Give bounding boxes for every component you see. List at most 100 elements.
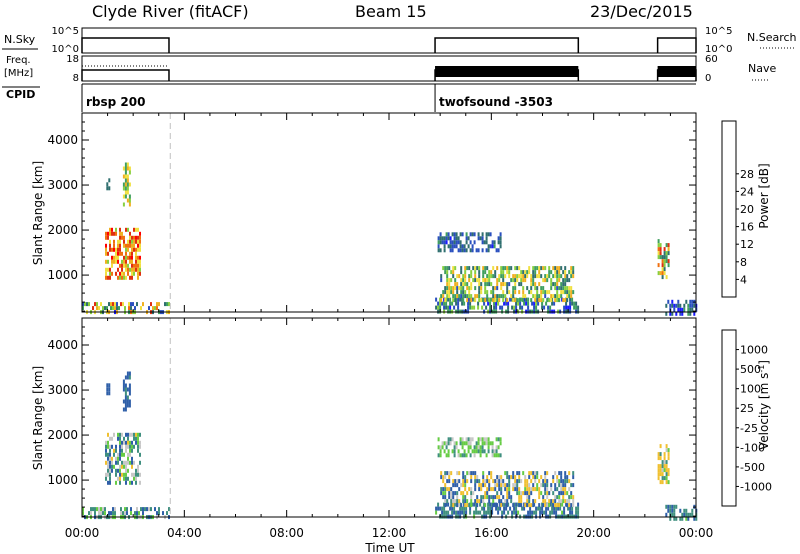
power-cell [536,286,539,291]
velocity-cell [457,453,460,458]
velocity-cell [444,471,447,476]
power-cell [137,235,139,240]
power-cell [129,251,131,256]
power-cell [133,227,135,232]
velocity-cell [113,464,115,469]
velocity-cell [455,441,458,446]
velocity-cell [496,491,499,496]
power-cell [447,232,450,237]
velocity-cell [502,483,505,488]
power-cell [689,311,692,316]
velocity-cell [450,491,453,496]
power-cell [564,266,567,271]
power-cell [473,297,476,302]
power-cell [493,244,496,249]
power-cell [139,263,141,268]
velocity-cell [657,468,660,473]
velocity-cell [526,491,529,496]
power-cell [478,270,481,275]
power-cell [125,247,127,252]
power-cell [479,236,482,241]
power-cell [484,270,487,275]
power-cell [501,305,504,310]
velocity-cell [566,479,569,484]
power-cell [142,302,144,307]
power-cell [489,301,492,306]
velocity-cell [544,503,547,508]
velocity-cell [528,499,531,504]
velocity-cell [508,491,511,496]
velocity-cell [452,499,455,504]
time-axis: 00:00 04:00 08:00 12:00 16:00 20:00 00:00 [65,526,714,540]
velocity-cell [470,475,473,480]
velocity-cell [461,510,464,515]
velocity-cell [512,475,515,480]
power-cell [115,227,117,232]
velocity-cell [665,448,668,453]
power-cell [525,301,528,306]
velocity-cell [124,511,126,516]
power-cell [454,278,457,283]
velocity-cell [448,471,451,476]
velocity-cell [123,436,125,441]
velocity-cell [139,480,141,485]
power-cell [663,255,666,260]
velocity-cell [133,476,135,481]
power-cell [665,251,668,256]
velocity-cell [548,503,551,508]
power-cell [685,299,688,304]
power-cell [462,278,465,283]
power-cell [123,271,125,276]
power-cell [468,290,471,295]
power-cell [535,305,538,310]
power-cell [508,270,511,275]
power-cell [544,290,547,295]
power-cell [448,294,451,299]
velocity-cell [508,495,511,500]
velocity-cell [114,507,116,512]
power-cell [126,174,129,179]
velocity-cell [564,475,567,480]
power-cell [486,274,489,279]
velocity-cell [564,487,567,492]
power-cell [117,251,119,256]
freq-tick-top: 18 [66,54,79,65]
velocity-cell [128,371,131,376]
power-cell [113,259,115,264]
velocity-cell [137,432,139,437]
power-cell [446,274,449,279]
velocity-cell [671,508,674,513]
velocity-cell [510,495,513,500]
power-cell [454,298,457,303]
power-cell [86,302,88,307]
power-cell [512,294,515,299]
power-cell [558,270,561,275]
velocity-cell [115,444,117,449]
power-cell [657,243,660,248]
velocity-cell [126,403,129,408]
power-cell [122,194,125,199]
velocity-cell [467,441,470,446]
velocity-cell [532,475,535,480]
velocity-cell [521,506,524,511]
power-cell [131,255,133,260]
velocity-cell [461,437,464,442]
power-cell [510,278,513,283]
power-cell [556,298,559,303]
power-cell [457,301,460,306]
velocity-cell [105,472,107,477]
velocity-cell [88,511,90,516]
power-cell [482,266,485,271]
velocity-cell [461,445,464,450]
power-cell [439,236,442,241]
power-cell [442,290,445,295]
velocity-cell [665,512,668,517]
time-tick-label: 04:00 [167,526,202,540]
power-cell [489,232,492,237]
velocity-cell [533,510,536,515]
power-cell [536,274,539,279]
velocity-cell [465,437,468,442]
power-colorbar-frame [721,120,737,298]
power-cell [119,227,121,232]
velocity-cell [475,441,478,446]
